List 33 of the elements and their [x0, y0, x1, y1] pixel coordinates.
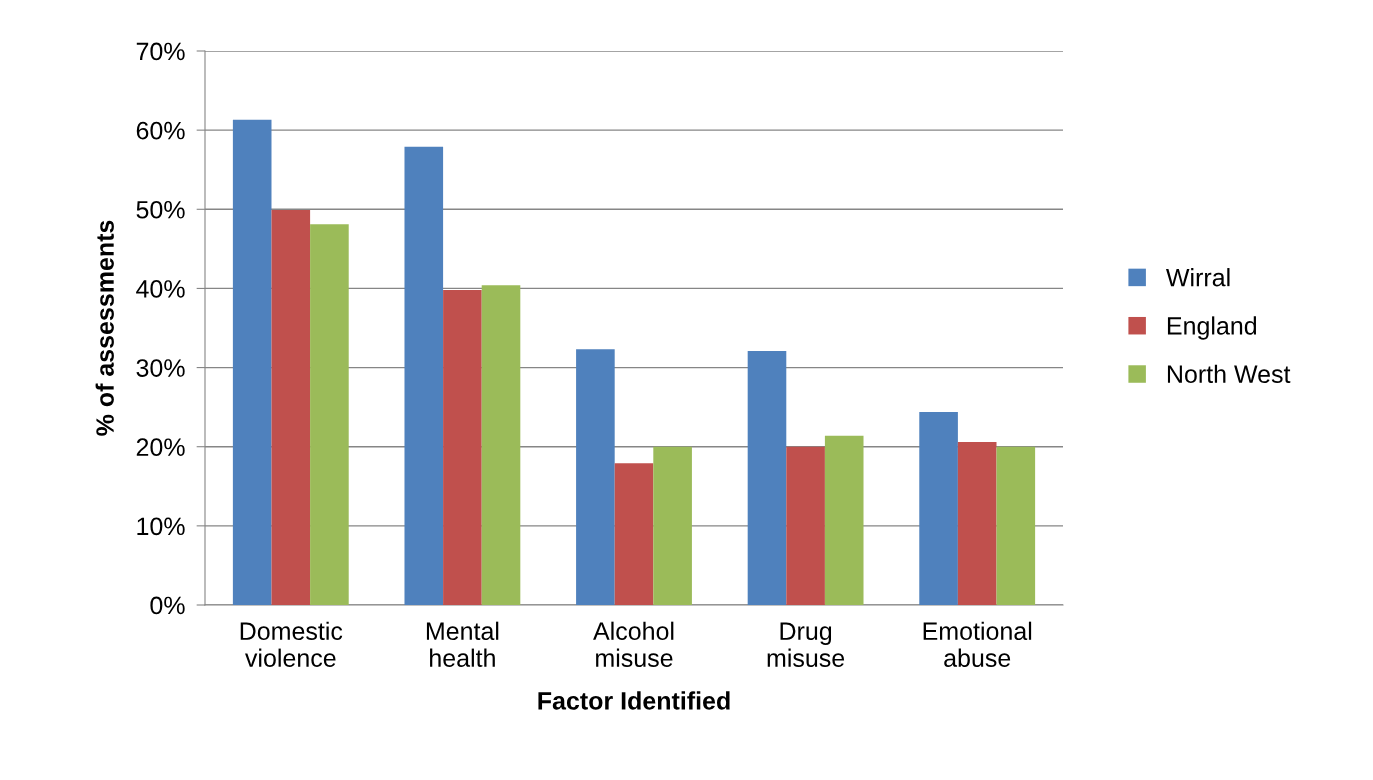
y-tick-label: 70% [136, 42, 185, 61]
legend-label: Wirral [1166, 268, 1230, 287]
x-tick-label: Drug misuse [767, 622, 845, 667]
bar [919, 411, 958, 605]
bar [786, 446, 825, 605]
y-tick-label: 20% [136, 438, 185, 457]
x-tick-label: Domestic violence [240, 621, 343, 667]
bar [614, 463, 654, 605]
bar [576, 349, 615, 605]
x-tick-label: Alcohol misuse [593, 621, 674, 667]
bar [271, 210, 311, 605]
y-tick-label: 30% [136, 359, 185, 377]
y-tick-label: 40% [136, 280, 185, 298]
bar [404, 146, 444, 605]
bar [747, 350, 787, 605]
x-axis-title: Factor Identified [538, 691, 730, 710]
bar [232, 119, 272, 605]
y-tick-label: 10% [137, 517, 185, 536]
legend-label: North West [1167, 364, 1291, 384]
y-tick-label: 60% [136, 121, 185, 140]
x-tick-label: Mental health [426, 621, 499, 667]
bar [957, 441, 997, 605]
bar [481, 285, 521, 605]
bar [824, 435, 864, 605]
y-axis-title: % of assessments [95, 220, 114, 436]
y-tick-label: 0% [150, 596, 185, 615]
bar [310, 224, 349, 605]
x-tick-label: Emotional abuse [923, 621, 1032, 667]
legend-label: England [1167, 316, 1257, 340]
y-tick-label: 50% [136, 200, 185, 219]
bar [443, 290, 482, 605]
bar [996, 446, 1036, 605]
bar [653, 446, 692, 605]
